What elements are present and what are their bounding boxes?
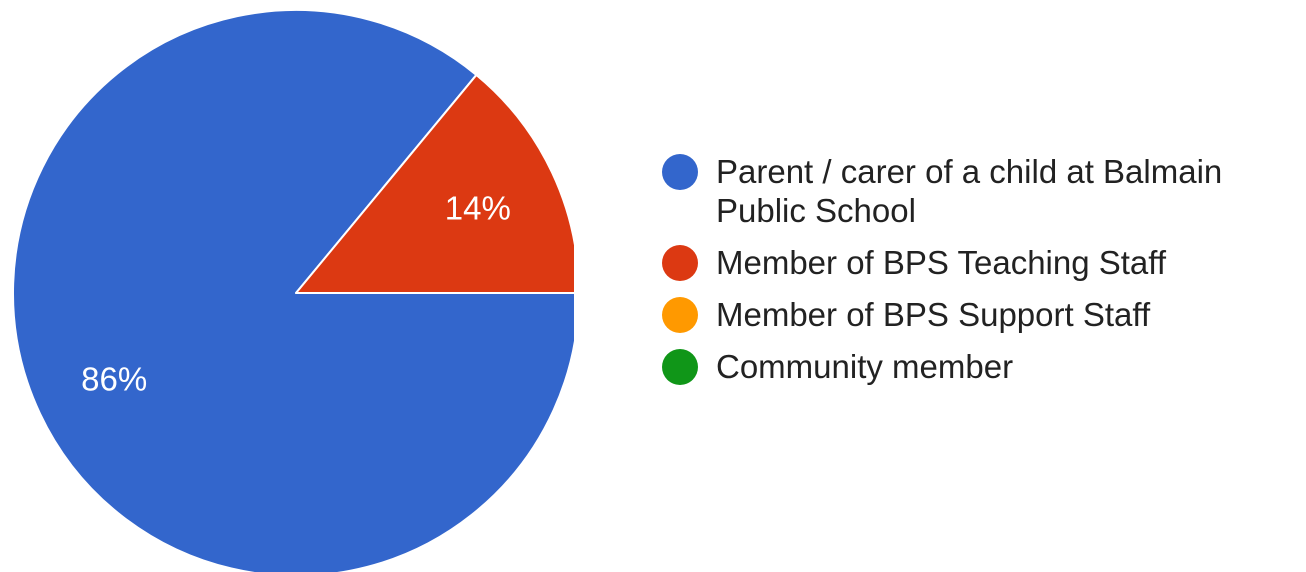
- legend-item-parent-carer[interactable]: Parent / carer of a child at Balmain Pub…: [662, 152, 1302, 230]
- legend-item-community-member[interactable]: Community member: [662, 347, 1302, 386]
- legend-swatch-teaching-staff: [662, 245, 698, 281]
- pie-slice-parent-carer[interactable]: [12, 9, 574, 572]
- legend-label-parent-carer: Parent / carer of a child at Balmain Pub…: [716, 153, 1223, 229]
- pie-label-teaching-staff: 14%: [445, 189, 511, 226]
- pie-plot: 86% 14%: [12, 9, 574, 572]
- legend-swatch-community-member: [662, 349, 698, 385]
- legend-label-support-staff: Member of BPS Support Staff: [716, 296, 1151, 333]
- legend-item-teaching-staff[interactable]: Member of BPS Teaching Staff: [662, 243, 1302, 282]
- pie-label-parent-carer: 86%: [81, 361, 147, 398]
- legend-label-community-member: Community member: [716, 348, 1014, 385]
- legend-label-teaching-staff: Member of BPS Teaching Staff: [716, 244, 1167, 281]
- legend-swatch-parent-carer: [662, 154, 698, 190]
- legend-swatch-support-staff: [662, 297, 698, 333]
- legend-item-support-staff[interactable]: Member of BPS Support Staff: [662, 295, 1302, 334]
- legend: Parent / carer of a child at Balmain Pub…: [662, 152, 1302, 399]
- pie-slice-teaching-staff[interactable]: [295, 73, 574, 294]
